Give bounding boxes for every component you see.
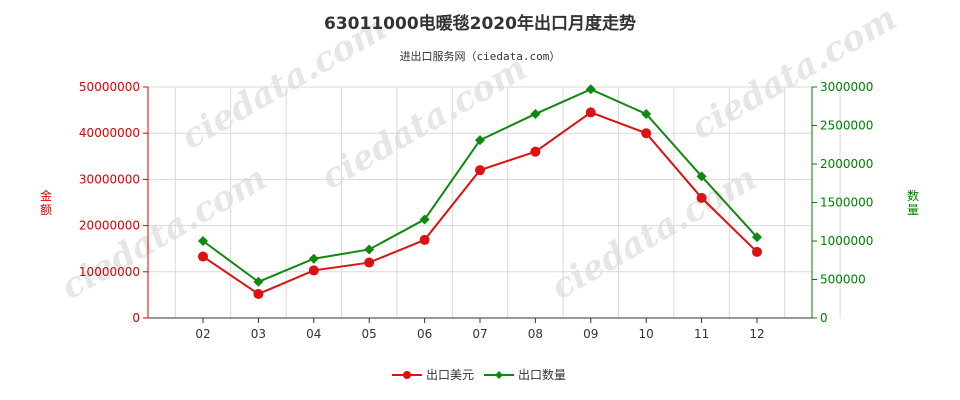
x-axis-tick-label: 12 bbox=[749, 327, 764, 341]
left-axis-tick-label: 0 bbox=[132, 311, 140, 325]
data-point bbox=[475, 135, 485, 146]
right-axis-tick-label: 2000000 bbox=[820, 157, 873, 171]
x-axis-tick-label: 02 bbox=[195, 327, 210, 341]
left-axis-title: 金额 bbox=[40, 188, 52, 217]
legend-swatch-marker bbox=[403, 371, 411, 379]
x-axis-tick-label: 05 bbox=[362, 327, 377, 341]
left-axis-title-char: 金 bbox=[40, 188, 52, 203]
data-point bbox=[419, 214, 430, 225]
right-axis-title-char: 数 bbox=[907, 188, 919, 203]
data-point bbox=[253, 276, 264, 287]
right-axis-tick-label: 1000000 bbox=[820, 234, 873, 248]
x-axis-tick-label: 10 bbox=[639, 327, 654, 341]
data-point bbox=[530, 108, 541, 119]
data-point bbox=[752, 246, 762, 257]
data-point bbox=[696, 171, 707, 182]
axes-layer: 0100000002000000030000000400000005000000… bbox=[40, 80, 919, 341]
data-point bbox=[585, 84, 596, 95]
data-point bbox=[585, 107, 596, 118]
left-axis-tick-label: 30000000 bbox=[79, 172, 140, 186]
x-axis-tick-label: 03 bbox=[251, 327, 266, 341]
data-point bbox=[198, 236, 208, 246]
watermark-layer: ciedata.comciedata.comciedata.comciedata… bbox=[55, 0, 904, 308]
right-axis-tick-label: 1500000 bbox=[820, 196, 873, 210]
legend[interactable]: 出口美元 出口数量 bbox=[392, 367, 566, 382]
right-axis-title: 数量 bbox=[907, 188, 919, 217]
chart-subtitle: 进出口服务网（ciedata.com） bbox=[400, 49, 561, 63]
data-point bbox=[364, 244, 375, 255]
data-point bbox=[641, 108, 652, 119]
x-axis-tick-label: 06 bbox=[417, 327, 432, 341]
left-axis-tick-label: 40000000 bbox=[79, 126, 140, 140]
right-axis-tick-label: 3000000 bbox=[820, 80, 873, 94]
legend-swatch-marker bbox=[495, 371, 503, 379]
right-axis-tick-label: 2500000 bbox=[820, 119, 873, 133]
series-2 bbox=[198, 84, 762, 287]
x-axis-tick-label: 04 bbox=[306, 327, 321, 341]
legend-label: 出口美元 bbox=[426, 368, 474, 382]
chart-title: 63011000电暖毯2020年出口月度走势 bbox=[324, 13, 636, 34]
left-axis-tick-label: 20000000 bbox=[79, 219, 140, 233]
legend-label: 出口数量 bbox=[518, 367, 566, 382]
data-point bbox=[641, 128, 652, 139]
legend-item-1[interactable]: 出口美元 bbox=[392, 368, 474, 382]
right-axis-title-char: 量 bbox=[907, 203, 919, 217]
x-axis-tick-label: 07 bbox=[472, 327, 487, 341]
x-axis-tick-label: 09 bbox=[583, 327, 598, 341]
right-axis-tick-label: 500000 bbox=[820, 273, 866, 287]
series-1 bbox=[198, 107, 762, 299]
legend-item-2[interactable]: 出口数量 bbox=[484, 367, 566, 382]
data-point bbox=[530, 146, 541, 157]
data-point bbox=[475, 165, 485, 176]
watermark-text: ciedata.com bbox=[545, 158, 764, 308]
x-axis-tick-label: 11 bbox=[694, 327, 709, 341]
right-axis-tick-label: 0 bbox=[820, 311, 828, 325]
data-point bbox=[752, 232, 762, 243]
x-axis-tick-label: 08 bbox=[528, 327, 543, 341]
data-point bbox=[364, 257, 375, 268]
data-point bbox=[198, 251, 208, 262]
left-axis-tick-label: 10000000 bbox=[79, 265, 140, 279]
data-point bbox=[308, 265, 319, 276]
data-point bbox=[308, 253, 319, 264]
data-point bbox=[419, 234, 430, 245]
watermark-text: ciedata.com bbox=[315, 48, 534, 198]
left-axis-tick-label: 50000000 bbox=[79, 80, 140, 94]
data-point bbox=[253, 288, 264, 299]
left-axis-title-char: 额 bbox=[40, 203, 52, 217]
data-point bbox=[696, 192, 707, 203]
series-layer bbox=[198, 84, 762, 299]
